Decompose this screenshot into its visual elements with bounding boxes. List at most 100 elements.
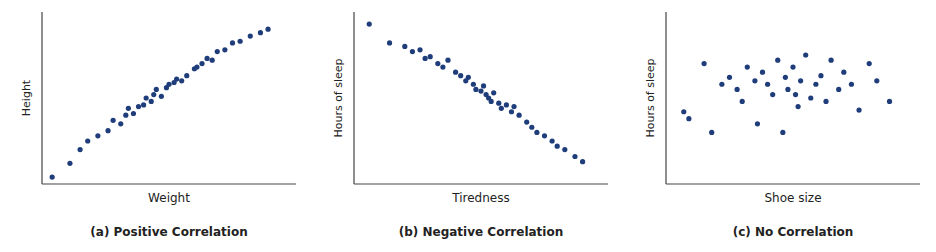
scatter-point bbox=[428, 54, 433, 59]
scatter-point bbox=[159, 94, 164, 99]
scatter-point bbox=[562, 147, 567, 152]
scatter-point bbox=[466, 75, 471, 80]
y-axis-line bbox=[665, 12, 666, 184]
scatter-point bbox=[509, 109, 514, 114]
x-axis-line bbox=[42, 183, 296, 184]
y-axis-line bbox=[41, 12, 42, 184]
panel: Weight Height (a) Positive Correlation bbox=[20, 12, 296, 239]
scatter-point bbox=[184, 73, 189, 78]
scatter-point bbox=[874, 78, 879, 83]
scatter-point bbox=[166, 82, 171, 87]
scatter-point bbox=[499, 106, 504, 111]
scatter-point bbox=[105, 128, 110, 133]
scatter-point bbox=[867, 61, 872, 66]
scatter-point bbox=[85, 138, 90, 143]
scatter-point bbox=[136, 104, 141, 109]
scatter-point bbox=[199, 61, 204, 66]
scatter-point bbox=[496, 101, 501, 106]
scatter-point bbox=[770, 92, 775, 97]
panel: Shoe size Hours of sleep (c) No Correlatio… bbox=[644, 12, 920, 239]
scatter-point bbox=[841, 70, 846, 75]
y-axis-label: Hours of sleep bbox=[332, 58, 345, 137]
scatter-point bbox=[387, 40, 392, 45]
points bbox=[681, 52, 892, 135]
scatter-point bbox=[511, 104, 516, 109]
scatter-point bbox=[238, 39, 243, 44]
scatter-point bbox=[491, 90, 496, 95]
scatter-point bbox=[179, 78, 184, 83]
scatter-point bbox=[417, 47, 422, 52]
scatter-point bbox=[410, 49, 415, 54]
scatter-point bbox=[174, 76, 179, 81]
x-axis-label: Shoe size bbox=[764, 191, 821, 205]
scatter-point bbox=[210, 58, 215, 63]
scatter-point bbox=[95, 133, 100, 138]
scatter-point bbox=[709, 130, 714, 135]
scatter-point bbox=[504, 102, 509, 107]
scatter-point bbox=[793, 92, 798, 97]
panel: Tiredness Hours of sleep (b) Negative Corr… bbox=[332, 12, 608, 239]
scatter-point bbox=[849, 82, 854, 87]
y-axis-label: Hours of sleep bbox=[644, 58, 657, 137]
x-axis-line bbox=[354, 183, 608, 184]
scatter-point bbox=[719, 82, 724, 87]
scatter-point bbox=[808, 95, 813, 100]
scatter-point bbox=[265, 27, 270, 32]
points bbox=[50, 27, 271, 180]
scatter-point bbox=[435, 61, 440, 66]
scatter-point bbox=[524, 119, 529, 124]
scatter-point bbox=[783, 75, 788, 80]
scatter-point bbox=[765, 82, 770, 87]
scatter-point bbox=[752, 78, 757, 83]
scatter-point bbox=[534, 130, 539, 135]
chart-title: (a) Positive Correlation bbox=[90, 225, 247, 239]
scatter-point bbox=[836, 87, 841, 92]
scatter-point bbox=[686, 116, 691, 121]
chart-figure: Weight Height (a) Positive Correlation Tire… bbox=[0, 0, 936, 252]
x-axis-label: Weight bbox=[148, 191, 190, 205]
scatter-point bbox=[755, 121, 760, 126]
scatter-point bbox=[727, 75, 732, 80]
scatter-point bbox=[367, 21, 372, 26]
scatter-point bbox=[111, 118, 116, 123]
scatter-point bbox=[141, 102, 146, 107]
scatter-point bbox=[681, 109, 686, 114]
scatter-point bbox=[230, 40, 235, 45]
scatter-point bbox=[555, 144, 560, 149]
scatter-point bbox=[453, 70, 458, 75]
scatter-point bbox=[215, 49, 220, 54]
scatter-point bbox=[458, 73, 463, 78]
scatter-point bbox=[702, 61, 707, 66]
scatter-point bbox=[205, 56, 210, 61]
scatter-point bbox=[445, 58, 450, 63]
scatter-point bbox=[471, 82, 476, 87]
scatter-point bbox=[745, 64, 750, 69]
scatter-point bbox=[823, 99, 828, 104]
scatter-point bbox=[775, 58, 780, 63]
scatter-point bbox=[818, 73, 823, 78]
scatter-point bbox=[149, 99, 154, 104]
scatter-point bbox=[473, 87, 478, 92]
scatter-point bbox=[740, 99, 745, 104]
scatter-point bbox=[118, 121, 123, 126]
scatter-point bbox=[760, 70, 765, 75]
scatter-point bbox=[803, 52, 808, 57]
scatter-point bbox=[489, 99, 494, 104]
scatter-point bbox=[50, 175, 55, 180]
y-axis-label: Height bbox=[20, 79, 33, 116]
scatter-point bbox=[517, 113, 522, 118]
scatter-point bbox=[580, 159, 585, 164]
scatter-point bbox=[829, 58, 834, 63]
chart-title: (c) No Correlation bbox=[733, 225, 854, 239]
scatter-point bbox=[258, 30, 263, 35]
scatter-point bbox=[795, 104, 800, 109]
scatter-point bbox=[813, 82, 818, 87]
scatter-point bbox=[798, 78, 803, 83]
scatter-point bbox=[780, 130, 785, 135]
x-axis-label: Tiredness bbox=[451, 191, 509, 205]
scatter-point bbox=[550, 138, 555, 143]
scatter-point bbox=[151, 92, 156, 97]
scatter-point bbox=[248, 33, 253, 38]
chart-title: (b) Negative Correlation bbox=[399, 225, 563, 239]
scatter-point bbox=[481, 83, 486, 88]
